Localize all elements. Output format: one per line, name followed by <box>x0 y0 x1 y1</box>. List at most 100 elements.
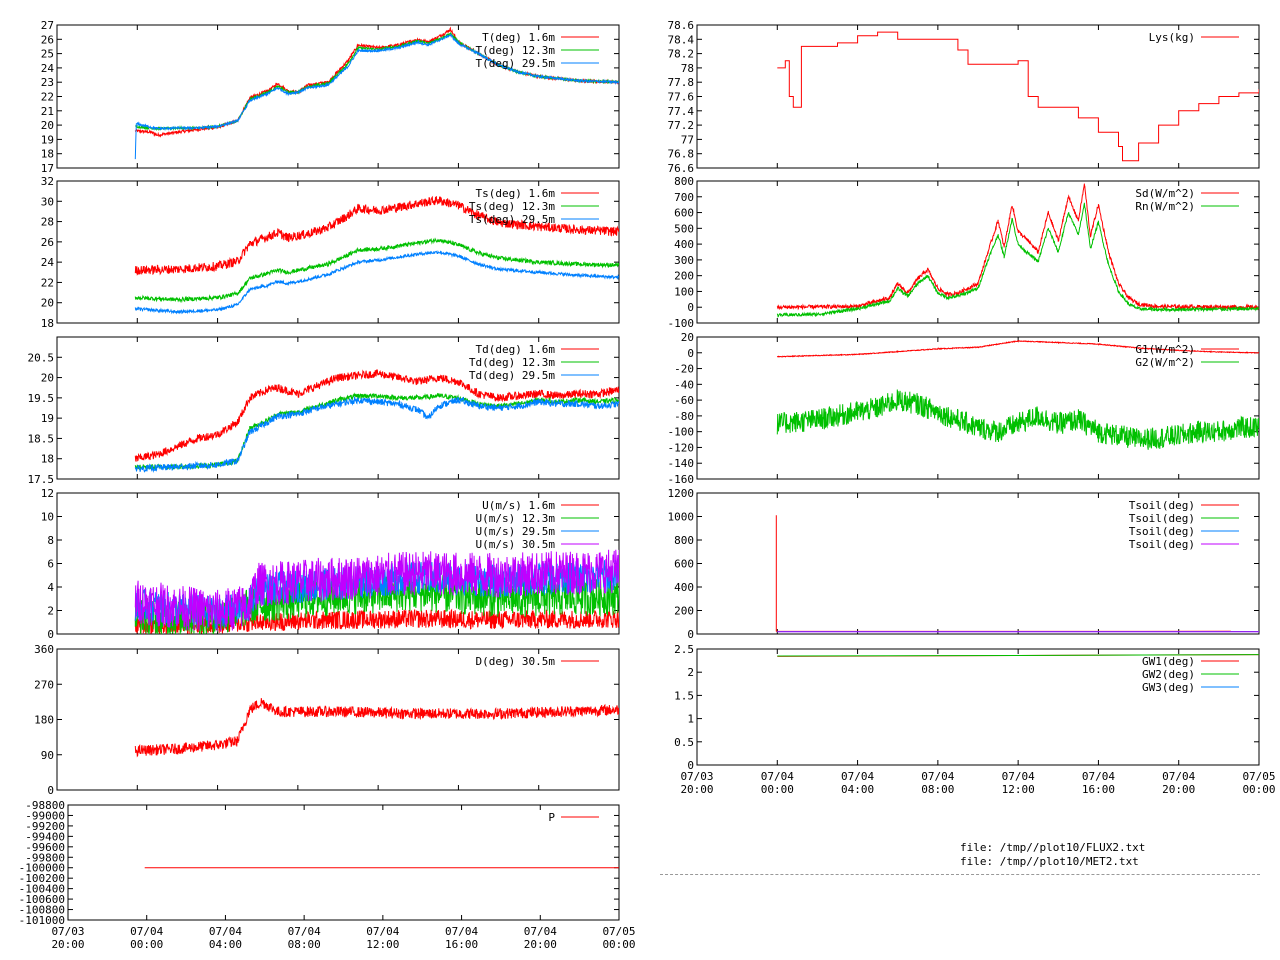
file-label-met: file: /tmp//plot10/MET2.txt <box>960 855 1139 868</box>
ground-water-legend-label: GW2(deg) <box>1142 668 1195 681</box>
y-tick-label: 26 <box>41 236 54 249</box>
radiation-legend-label: Rn(W/m^2) <box>1135 200 1195 213</box>
y-tick-label: -100 <box>668 426 695 439</box>
soil-temp-legend-label: Tsoil(deg) <box>1129 525 1195 538</box>
soil-temp-legend-label: Tsoil(deg) <box>1129 499 1195 512</box>
wind-speed-panel: 0 2 4 6 8 10 12 U(m/s) 1.6mU(m/s) 12.3mU(m/s) 2… <box>41 487 620 641</box>
y-tick-label: 78.2 <box>668 48 695 61</box>
surface-temp-series-ts-deg-29-5m-2 <box>134 250 619 315</box>
y-tick-label: 400 <box>674 238 694 251</box>
wind-speed-legend-label: U(m/s) 12.3m <box>476 512 556 525</box>
x-tick-label-date: 07/05 <box>1242 770 1275 783</box>
y-tick-label: 77.6 <box>668 91 695 104</box>
radiation-series-rn-w-m-2-1 <box>776 202 1259 318</box>
x-tick-label-date: 07/04 <box>1162 770 1195 783</box>
x-tick-label-date: 07/04 <box>1002 770 1035 783</box>
y-tick-label: 30 <box>41 195 54 208</box>
y-tick-label: 19 <box>41 133 54 146</box>
y-tick-label: 21 <box>41 105 54 118</box>
x-tick-label-time: 20:00 <box>51 938 84 951</box>
y-tick-label: -99600 <box>25 841 65 854</box>
x-tick-label-date: 07/04 <box>366 925 399 938</box>
y-tick-label: 20 <box>681 331 694 344</box>
y-tick-label: -100 <box>668 317 695 330</box>
y-tick-label: 180 <box>34 714 54 727</box>
x-tick-label-date: 07/04 <box>761 770 794 783</box>
y-tick-label: 25 <box>41 48 54 61</box>
wind-direction-panel: 0 90 180 270 360 D(deg) 30.5m <box>34 643 620 797</box>
soil-flux-frame <box>696 336 1260 480</box>
divider-line <box>660 874 1260 875</box>
x-tick-label-time: 12:00 <box>366 938 399 951</box>
lys-legend-label: Lys(kg) <box>1149 31 1195 44</box>
y-tick-label: 0 <box>687 301 694 314</box>
y-tick-label: 22 <box>41 276 54 289</box>
y-tick-label: -99400 <box>25 830 65 843</box>
y-tick-label: 77 <box>681 133 694 146</box>
air-temp-legend-label: T(deg) 12.3m <box>476 44 556 57</box>
y-tick-label: 76.8 <box>668 148 695 161</box>
y-tick-label: 27 <box>41 19 54 32</box>
y-tick-label: 2.5 <box>674 643 694 656</box>
y-tick-label: 2 <box>687 666 694 679</box>
ground-water-frame <box>696 648 1260 766</box>
x-tick-label-time: 04:00 <box>841 783 874 796</box>
x-tick-label-date: 07/04 <box>524 925 557 938</box>
y-tick-label: 0 <box>47 784 54 797</box>
y-tick-label: 0 <box>687 759 694 772</box>
y-tick-label: 1 <box>687 713 694 726</box>
dew-point-legend-label: Td(deg) 29.5m <box>469 369 555 382</box>
y-tick-label: 78.6 <box>668 19 695 32</box>
y-tick-label: 20 <box>41 119 54 132</box>
y-tick-label: -120 <box>668 441 695 454</box>
x-tick-label-time: 00:00 <box>602 938 635 951</box>
ground-water-panel: 00.511.522.507/0320:0007/0400:0007/0404:… <box>674 643 1275 796</box>
y-tick-label: 10 <box>41 511 54 524</box>
y-tick-label: 18 <box>41 148 54 161</box>
y-tick-label: 6 <box>47 558 54 571</box>
surface-temp-legend-label: Ts(deg) 12.3m <box>469 200 555 213</box>
surface-temp-series-ts-deg-12-3m-1 <box>134 237 619 304</box>
y-tick-label: -99000 <box>25 809 65 822</box>
surface-temp-legend-label: Ts(deg) 1.6m <box>476 187 556 200</box>
x-tick-label-date: 07/04 <box>209 925 242 938</box>
x-tick-label-time: 16:00 <box>1082 783 1115 796</box>
y-tick-label: 17.5 <box>28 473 55 486</box>
x-tick-label-time: 12:00 <box>1002 783 1035 796</box>
y-tick-label: 500 <box>674 222 694 235</box>
x-tick-label-time: 00:00 <box>761 783 794 796</box>
y-tick-label: 18.5 <box>28 432 55 445</box>
y-tick-label: 78.4 <box>668 33 695 46</box>
y-tick-label: 17 <box>41 162 54 175</box>
soil-flux-legend-label: G2(W/m^2) <box>1135 356 1195 369</box>
y-tick-label: 1200 <box>668 487 695 500</box>
x-tick-label-date: 07/03 <box>51 925 84 938</box>
y-tick-label: 8 <box>47 534 54 547</box>
y-tick-label: 1000 <box>668 511 695 524</box>
y-tick-label: 26 <box>41 33 54 46</box>
y-tick-label: 0 <box>47 628 54 641</box>
wind-speed-series-u-m-s-30-5m-3 <box>134 549 619 632</box>
radiation-series-sd-w-m-2-0 <box>776 183 1259 311</box>
y-tick-label: 77.4 <box>668 105 695 118</box>
dew-point-legend-label: Td(deg) 1.6m <box>476 343 556 356</box>
x-tick-label-time: 00:00 <box>1242 783 1275 796</box>
x-tick-label-date: 07/04 <box>445 925 478 938</box>
y-tick-label: 12 <box>41 487 54 500</box>
file-label-flux: file: /tmp//plot10/FLUX2.txt <box>960 841 1146 854</box>
lys-series-lys-kg-0 <box>777 31 1259 162</box>
radiation-legend-label: Sd(W/m^2) <box>1135 187 1195 200</box>
x-tick-label-time: 20:00 <box>524 938 557 951</box>
y-tick-label: 19.5 <box>28 392 55 405</box>
y-tick-label: 76.6 <box>668 162 695 175</box>
y-tick-label: -60 <box>674 394 694 407</box>
dew-point-series-td-deg-1-6m-0 <box>134 369 619 462</box>
y-tick-label: 18 <box>41 453 54 466</box>
y-tick-label: 200 <box>674 270 694 283</box>
y-tick-label: 270 <box>34 678 54 691</box>
x-tick-label-time: 20:00 <box>680 783 713 796</box>
y-tick-label: 600 <box>674 207 694 220</box>
soil-flux-panel: -160 -140 -120 -100 -80 -60 -40 -20 0 20 G1(W/m^2)… <box>668 331 1260 486</box>
